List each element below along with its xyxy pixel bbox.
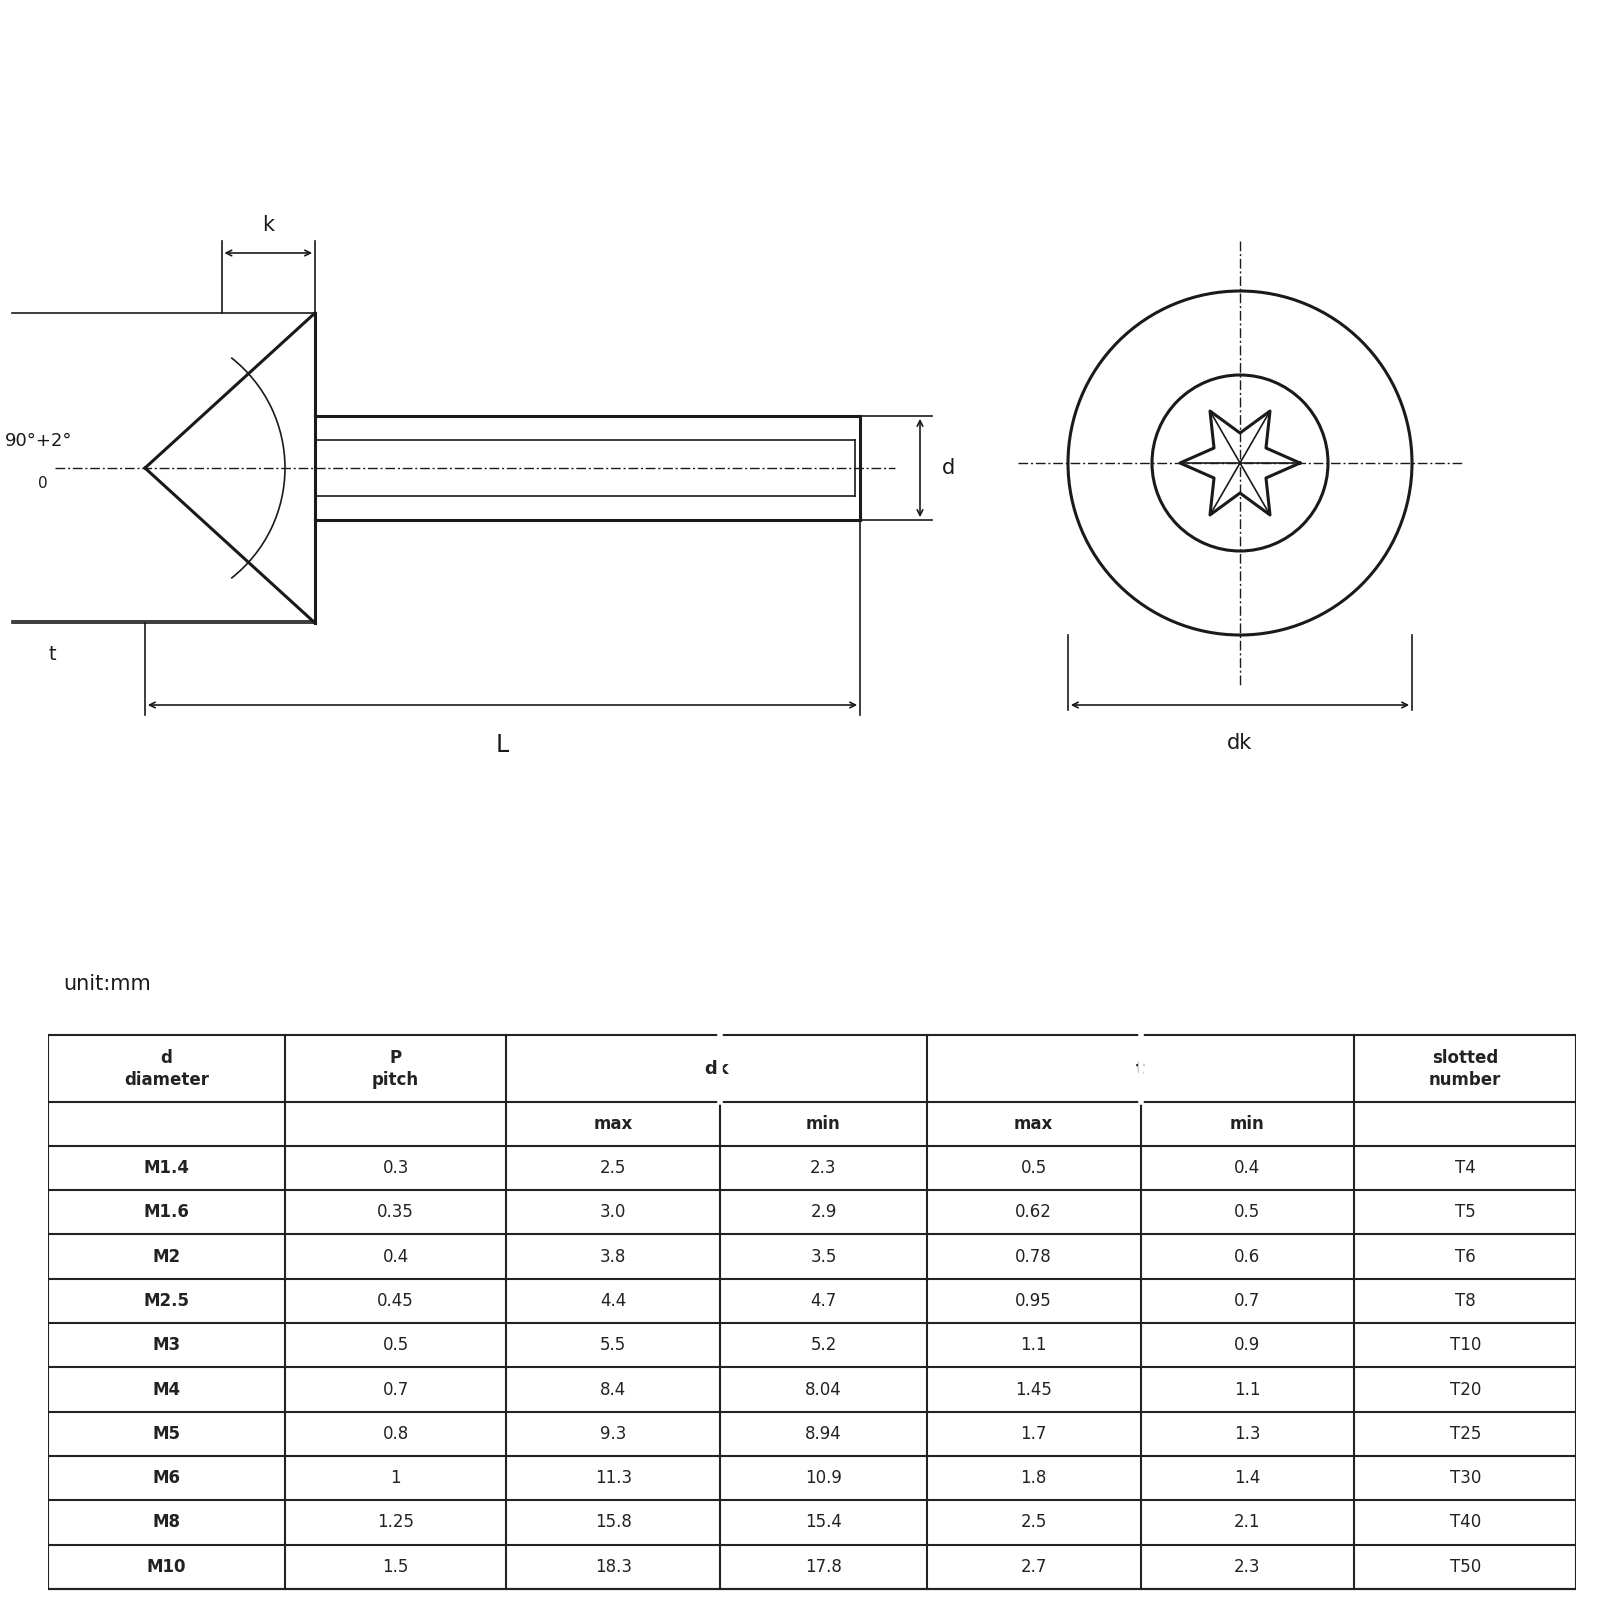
Text: 2.9: 2.9 [810, 1203, 837, 1221]
Text: P
pitch: P pitch [373, 1048, 419, 1090]
Text: 0.5: 0.5 [1234, 1203, 1261, 1221]
Text: T40: T40 [1450, 1514, 1482, 1531]
Text: M2: M2 [152, 1248, 181, 1266]
Text: M2.5: M2.5 [144, 1291, 189, 1310]
Text: T30: T30 [1450, 1469, 1482, 1486]
Text: 0.45: 0.45 [378, 1291, 414, 1310]
Text: 0.4: 0.4 [382, 1248, 408, 1266]
Text: T8: T8 [1454, 1291, 1475, 1310]
Text: 15.8: 15.8 [595, 1514, 632, 1531]
Text: 15.4: 15.4 [805, 1514, 842, 1531]
Text: T5: T5 [1454, 1203, 1475, 1221]
Text: min: min [806, 1115, 842, 1133]
Text: t: t [48, 645, 56, 664]
Text: d
diameter: d diameter [123, 1048, 210, 1090]
Text: 0.6: 0.6 [1234, 1248, 1261, 1266]
Text: 4.4: 4.4 [600, 1291, 627, 1310]
Text: 1.45: 1.45 [1014, 1381, 1051, 1398]
Text: 1.8: 1.8 [1021, 1469, 1046, 1486]
Text: T10: T10 [1450, 1336, 1482, 1354]
Text: 2.1: 2.1 [1234, 1514, 1261, 1531]
Text: slotted
number: slotted number [1429, 1048, 1501, 1090]
Text: T25: T25 [1450, 1424, 1482, 1443]
Text: 1.1: 1.1 [1234, 1381, 1261, 1398]
Text: 0.7: 0.7 [1234, 1291, 1261, 1310]
Text: 1.5: 1.5 [382, 1558, 410, 1576]
Text: 0.78: 0.78 [1014, 1248, 1051, 1266]
Text: 0.9: 0.9 [1234, 1336, 1261, 1354]
Text: 3.8: 3.8 [600, 1248, 627, 1266]
Text: 3.5: 3.5 [810, 1248, 837, 1266]
Text: 2.5: 2.5 [1021, 1514, 1046, 1531]
Text: 8.04: 8.04 [805, 1381, 842, 1398]
Text: 0: 0 [38, 477, 48, 491]
Text: d: d [942, 458, 955, 478]
Text: t: t [1136, 1059, 1146, 1078]
Text: 1.4: 1.4 [1234, 1469, 1261, 1486]
Text: max: max [594, 1115, 634, 1133]
Text: max: max [1014, 1115, 1053, 1133]
Text: k: k [262, 214, 274, 235]
Text: T4: T4 [1454, 1158, 1475, 1178]
Text: 9.3: 9.3 [600, 1424, 627, 1443]
Text: 2.5: 2.5 [600, 1158, 627, 1178]
Text: T6: T6 [1454, 1248, 1475, 1266]
Text: 2.3: 2.3 [810, 1158, 837, 1178]
Text: 8.94: 8.94 [805, 1424, 842, 1443]
Text: min: min [1230, 1115, 1266, 1133]
Text: 5.5: 5.5 [600, 1336, 627, 1354]
Text: T50: T50 [1450, 1558, 1482, 1576]
Text: M3: M3 [152, 1336, 181, 1354]
Text: 0.3: 0.3 [382, 1158, 410, 1178]
Text: 10.9: 10.9 [805, 1469, 842, 1486]
Text: dk: dk [704, 1059, 730, 1078]
Text: M1.6: M1.6 [144, 1203, 189, 1221]
Text: 8.4: 8.4 [600, 1381, 627, 1398]
Text: dk: dk [1227, 733, 1253, 754]
Text: M5: M5 [152, 1424, 181, 1443]
Text: 2.3: 2.3 [1234, 1558, 1261, 1576]
Text: 18.3: 18.3 [595, 1558, 632, 1576]
Text: 2.7: 2.7 [1021, 1558, 1046, 1576]
Text: 1.25: 1.25 [378, 1514, 414, 1531]
Text: 0.5: 0.5 [382, 1336, 408, 1354]
Text: 17.8: 17.8 [805, 1558, 842, 1576]
Text: 5.2: 5.2 [810, 1336, 837, 1354]
Text: 1: 1 [390, 1469, 402, 1486]
Text: 0.5: 0.5 [1021, 1158, 1046, 1178]
Text: 0.8: 0.8 [382, 1424, 408, 1443]
Text: 0.62: 0.62 [1014, 1203, 1051, 1221]
Text: 3.0: 3.0 [600, 1203, 627, 1221]
Text: 4.7: 4.7 [810, 1291, 837, 1310]
Text: 0.7: 0.7 [382, 1381, 408, 1398]
Text: 11.3: 11.3 [595, 1469, 632, 1486]
Text: 1.1: 1.1 [1021, 1336, 1046, 1354]
Text: 0.95: 0.95 [1014, 1291, 1051, 1310]
Text: 1.7: 1.7 [1021, 1424, 1046, 1443]
Text: 1.3: 1.3 [1234, 1424, 1261, 1443]
Text: T20: T20 [1450, 1381, 1482, 1398]
Text: M6: M6 [152, 1469, 181, 1486]
Text: unit:mm: unit:mm [64, 974, 150, 994]
Text: M8: M8 [152, 1514, 181, 1531]
Text: M10: M10 [147, 1558, 186, 1576]
Text: M4: M4 [152, 1381, 181, 1398]
Text: M1.4: M1.4 [144, 1158, 189, 1178]
Text: L: L [496, 733, 509, 757]
Text: 0.4: 0.4 [1234, 1158, 1261, 1178]
Text: 90°+2°: 90°+2° [5, 432, 72, 450]
Text: 0.35: 0.35 [378, 1203, 414, 1221]
